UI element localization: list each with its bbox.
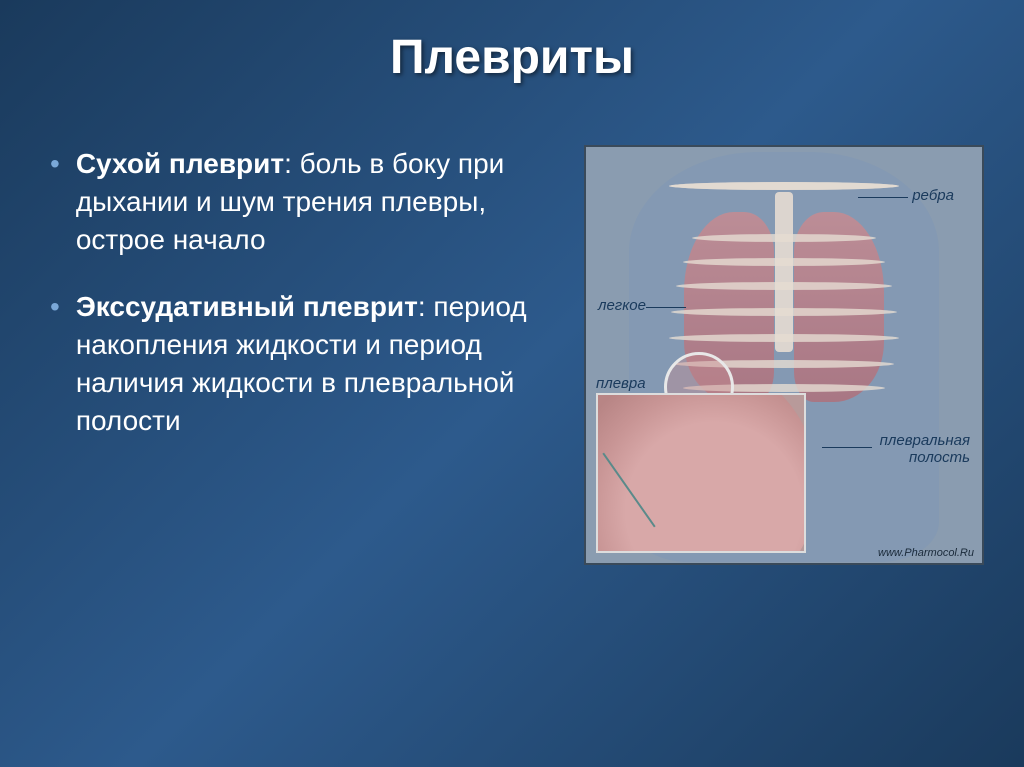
- bullet-text: Сухой плеврит: боль в боку при дыхании и…: [76, 145, 554, 258]
- slide: Плевриты • Сухой плеврит: боль в боку пр…: [0, 0, 1024, 767]
- label-pleural-cavity: плевральная полость: [880, 432, 970, 466]
- anatomy-diagram: ребра легкое плевра плевральная полость …: [584, 145, 984, 565]
- inset-pleura-tissue: [596, 393, 806, 553]
- label-ribs: ребра: [912, 187, 954, 204]
- rib: [669, 182, 899, 190]
- bullet-item: • Сухой плеврит: боль в боку при дыхании…: [40, 145, 554, 258]
- label-pleura: плевра: [596, 375, 646, 392]
- bullet-text: Экссудативный плеврит: период накопления…: [76, 288, 554, 439]
- bullet-dot-icon: •: [50, 288, 60, 326]
- label-line: [646, 307, 686, 308]
- sternum: [775, 192, 793, 352]
- label-line: [822, 447, 872, 448]
- bullet-dot-icon: •: [50, 145, 60, 183]
- slide-title: Плевриты: [40, 30, 984, 85]
- bullet-bold: Сухой плеврит: [76, 148, 284, 179]
- content-row: • Сухой плеврит: боль в боку при дыхании…: [40, 145, 984, 565]
- bullet-item: • Экссудативный плеврит: период накоплен…: [40, 288, 554, 439]
- inset-zoom: [596, 393, 806, 553]
- label-line: [858, 197, 908, 198]
- watermark: www.Pharmocol.Ru: [878, 547, 974, 559]
- bullet-bold: Экссудативный плеврит: [76, 291, 418, 322]
- image-column: ребра легкое плевра плевральная полость …: [584, 145, 984, 565]
- text-column: • Сухой плеврит: боль в боку при дыхании…: [40, 145, 554, 470]
- label-lung: легкое: [598, 297, 646, 314]
